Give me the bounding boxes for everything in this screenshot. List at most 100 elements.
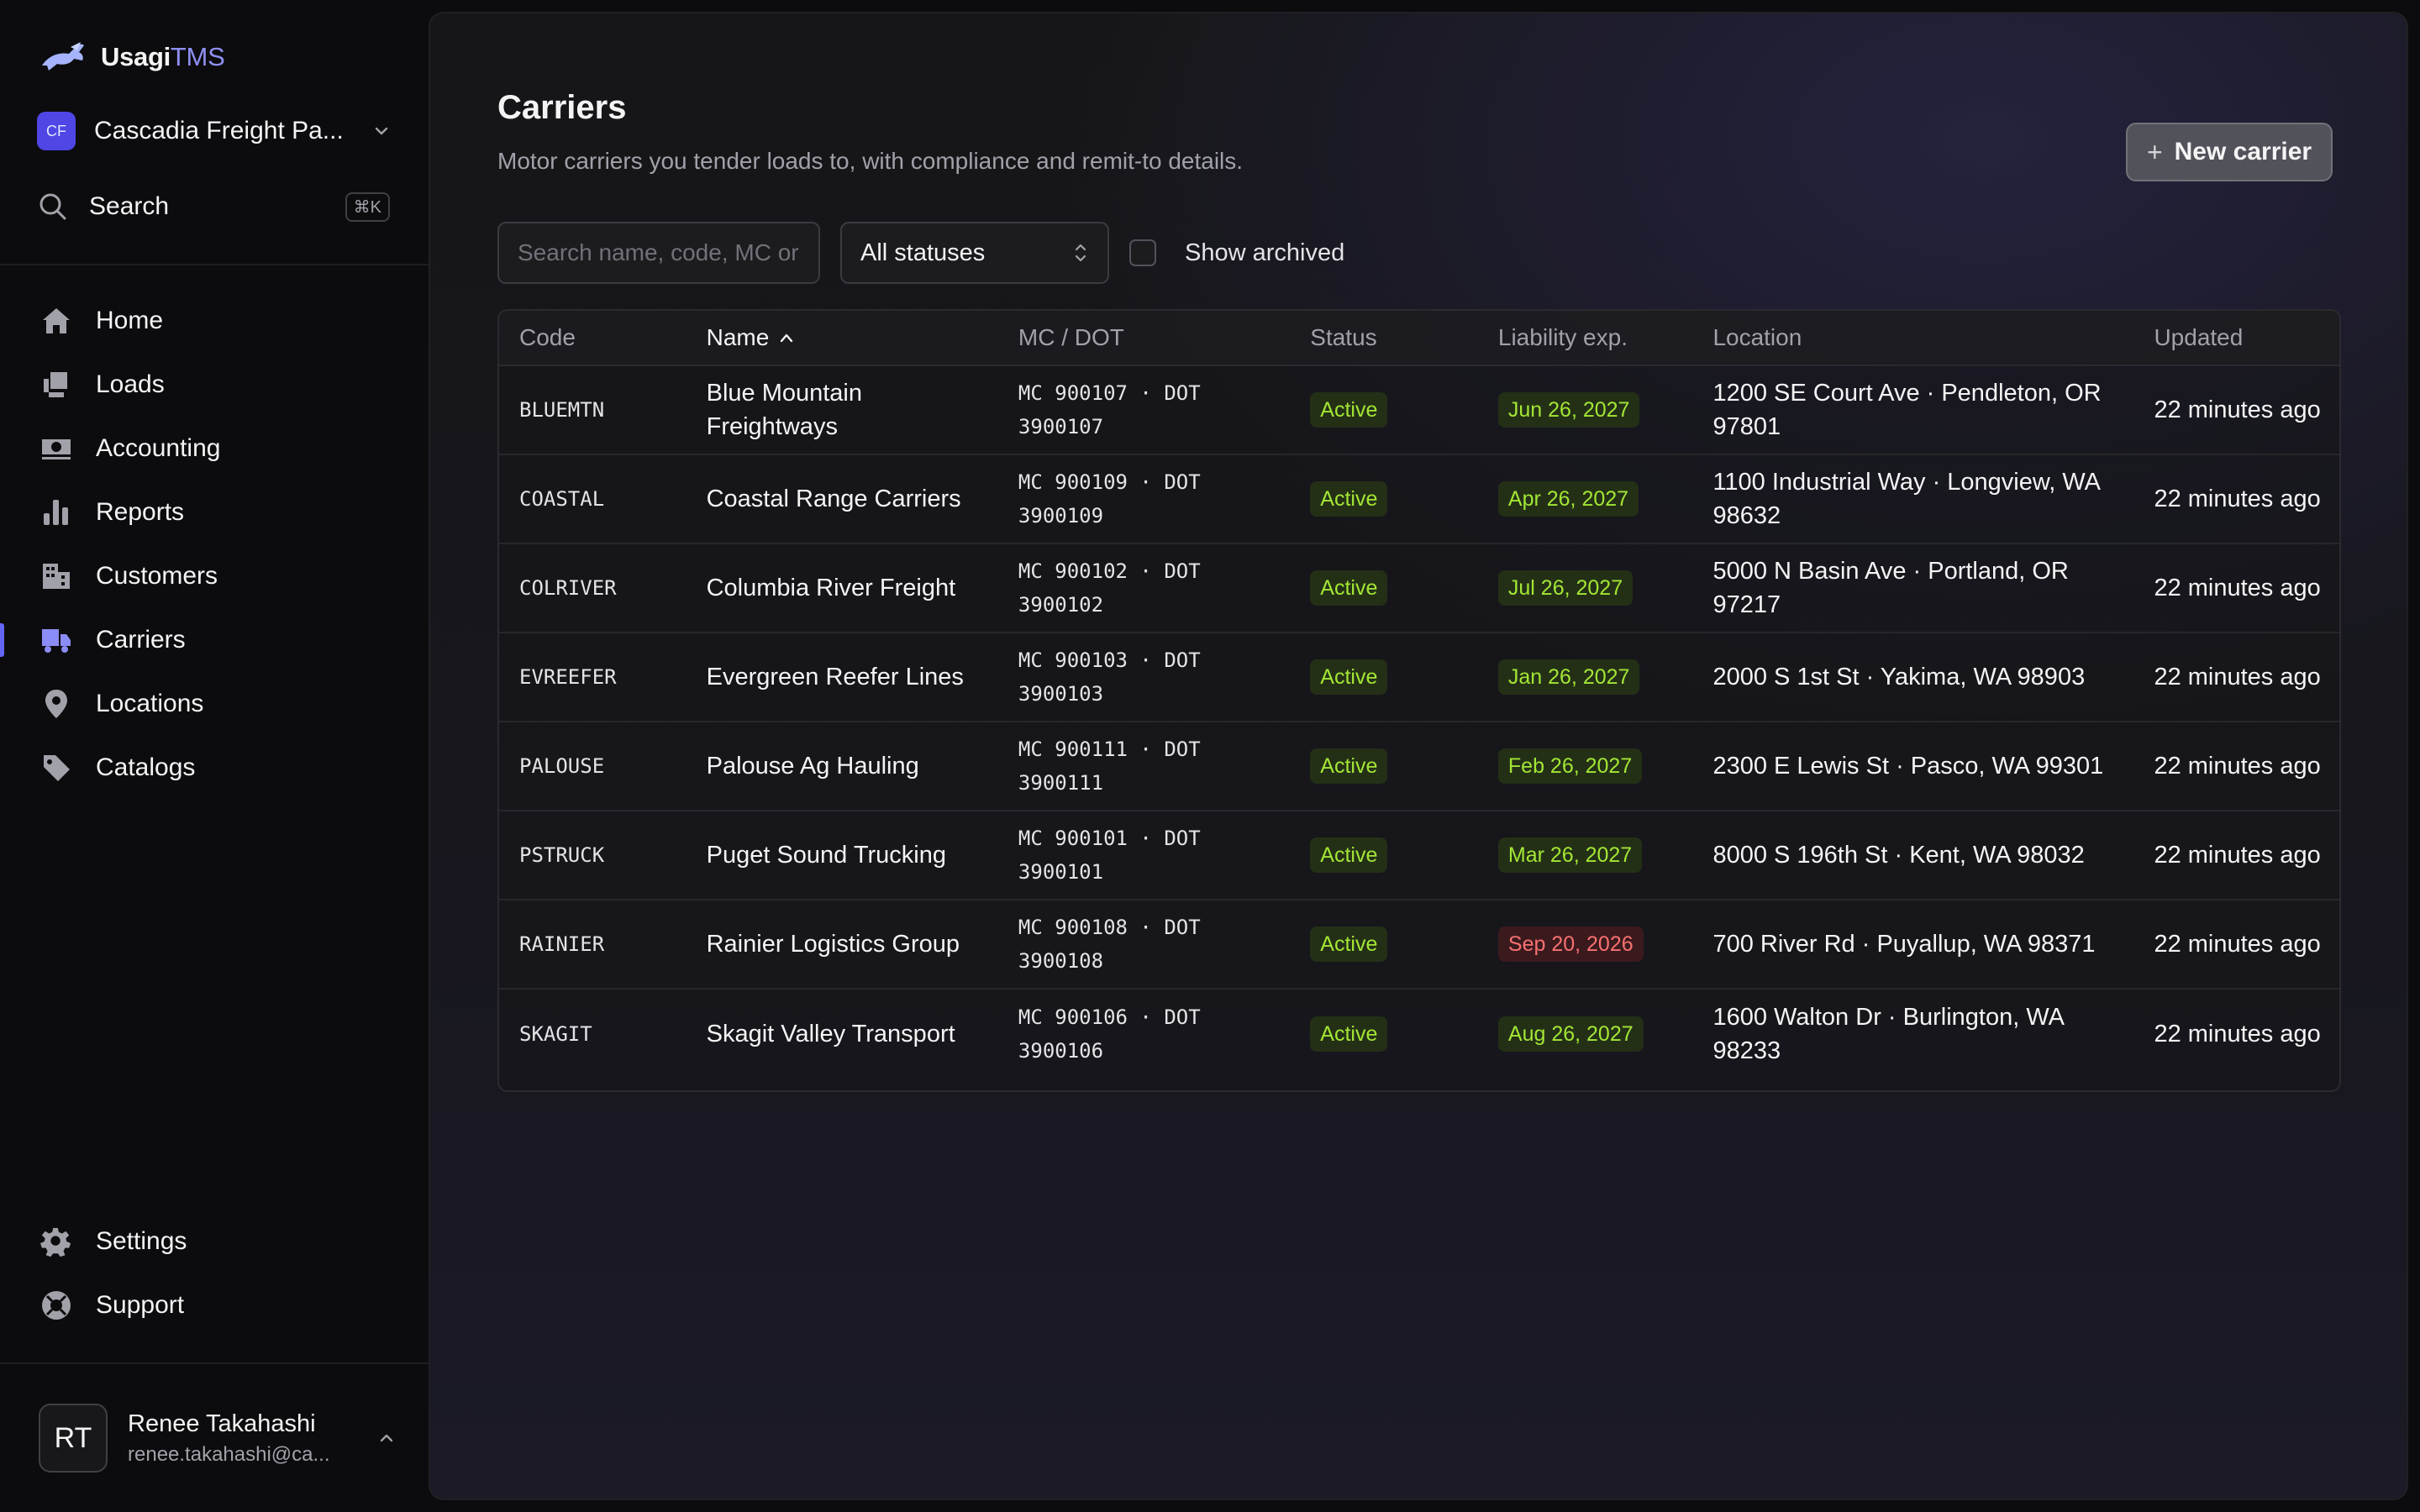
sidebar-search[interactable]: Search ⌘K	[37, 183, 390, 230]
sidebar-item-customers[interactable]: Customers	[0, 544, 429, 608]
carrier-location: 1600 Walton Dr · Burlington, WA 98233	[1712, 1004, 2064, 1064]
bottom-nav: Settings Support	[0, 1210, 429, 1337]
liability-expiry-badge: Jun 26, 2027	[1497, 392, 1640, 428]
gear-icon	[40, 1227, 71, 1257]
liability-expiry-badge: Jul 26, 2027	[1497, 570, 1634, 606]
status-badge: Active	[1310, 570, 1388, 606]
main-panel: Carriers Motor carriers you tender loads…	[429, 12, 2408, 1500]
liability-cell: Jul 26, 2027	[1478, 570, 1693, 606]
sidebar-item-settings[interactable]: Settings	[0, 1210, 429, 1273]
carrier-location: 1200 SE Court Ave · Pendleton, OR 97801	[1712, 380, 2102, 440]
sidebar-item-carriers[interactable]: Carriers	[0, 608, 429, 672]
mc-number: MC 900101 · DOT	[1018, 827, 1201, 850]
locations-icon	[45, 690, 67, 718]
updated-time: 22 minutes ago	[2154, 575, 2321, 601]
mc-number: MC 900106 · DOT	[1018, 1005, 1201, 1029]
status-cell: Active	[1290, 659, 1478, 695]
brand-logo[interactable]: UsagiTMS	[40, 37, 225, 77]
table-row[interactable]: EVREEFER Evergreen Reefer Lines MC 90010…	[499, 633, 2339, 722]
carrier-mc-dot: MC 900106 · DOT 3900106	[998, 1000, 1290, 1068]
rabbit-logo-icon	[42, 42, 84, 71]
carrier-location: 1100 Industrial Way · Longview, WA 98632	[1712, 469, 2100, 529]
carrier-name: Blue Mountain Freightways	[706, 380, 863, 440]
status-filter-select[interactable]: All statuses	[840, 222, 1109, 284]
table-row[interactable]: PSTRUCK Puget Sound Trucking MC 900101 ·…	[499, 811, 2339, 900]
status-cell: Active	[1290, 837, 1478, 873]
support-icon	[42, 1291, 71, 1320]
sidebar-item-label: Locations	[96, 690, 204, 717]
liability-cell: Feb 26, 2027	[1478, 748, 1693, 784]
carrier-location: 2300 E Lewis St · Pasco, WA 99301	[1712, 753, 2104, 780]
sidebar-item-reports[interactable]: Reports	[0, 480, 429, 544]
carrier-code: EVREEFER	[519, 665, 617, 689]
sidebar-item-label: Reports	[96, 498, 185, 526]
carrier-mc-dot: MC 900108 · DOT 3900108	[998, 911, 1290, 978]
mc-number: MC 900111 · DOT	[1018, 738, 1201, 761]
column-header-status[interactable]: Status	[1310, 324, 1377, 350]
sidebar-item-accounting[interactable]: Accounting	[0, 417, 429, 480]
sidebar-item-label: Carriers	[96, 626, 186, 654]
liability-cell: Sep 20, 2026	[1478, 927, 1693, 962]
column-header-liability[interactable]: Liability exp.	[1497, 324, 1628, 350]
carrier-mc-dot: MC 900107 · DOT 3900107	[998, 376, 1290, 444]
carrier-name: Columbia River Freight	[706, 575, 956, 601]
status-cell: Active	[1290, 748, 1478, 784]
status-cell: Active	[1290, 1016, 1478, 1052]
column-header-name[interactable]: Name	[687, 324, 998, 351]
carrier-name: Evergreen Reefer Lines	[706, 664, 964, 690]
column-header-updated[interactable]: Updated	[2154, 324, 2244, 350]
sidebar-item-locations[interactable]: Locations	[0, 672, 429, 736]
status-badge: Active	[1310, 748, 1388, 784]
status-cell: Active	[1290, 570, 1478, 606]
sidebar: UsagiTMS CF Cascadia Freight Pa... Searc…	[0, 0, 429, 1512]
table-row[interactable]: SKAGIT Skagit Valley Transport MC 900106…	[499, 990, 2339, 1079]
updated-time: 22 minutes ago	[2154, 396, 2321, 423]
accounting-icon	[42, 439, 71, 459]
carrier-code: RAINIER	[519, 932, 605, 956]
mc-number: MC 900102 · DOT	[1018, 559, 1201, 583]
catalogs-icon	[44, 755, 70, 781]
show-archived-label[interactable]: Show archived	[1185, 239, 1345, 266]
liability-cell: Aug 26, 2027	[1478, 1016, 1693, 1052]
chevron-down-icon	[375, 127, 388, 135]
new-carrier-button[interactable]: + New carrier	[2126, 123, 2333, 181]
organization-switcher[interactable]: CF Cascadia Freight Pa...	[37, 108, 390, 155]
carrier-code: COLRIVER	[519, 576, 617, 600]
updated-time: 22 minutes ago	[2154, 931, 2321, 958]
carrier-code: SKAGIT	[519, 1022, 592, 1046]
table-row[interactable]: BLUEMTN Blue Mountain Freightways MC 900…	[499, 366, 2339, 455]
dot-number: 3900103	[1018, 682, 1104, 706]
reports-icon	[44, 500, 68, 525]
carrier-code: PALOUSE	[519, 754, 605, 778]
carrier-mc-dot: MC 900109 · DOT 3900109	[998, 465, 1290, 533]
liability-expiry-badge: Jan 26, 2027	[1497, 659, 1640, 695]
sidebar-search-label: Search	[89, 192, 170, 220]
sidebar-item-support[interactable]: Support	[0, 1273, 429, 1337]
column-header-mc-dot[interactable]: MC / DOT	[1018, 324, 1124, 350]
carriers-icon	[42, 629, 71, 653]
dot-number: 3900102	[1018, 593, 1104, 617]
column-header-location[interactable]: Location	[1712, 324, 1802, 350]
customers-icon	[43, 564, 70, 589]
sidebar-item-home[interactable]: Home	[0, 289, 429, 353]
chevron-up-icon	[380, 1434, 393, 1442]
status-filter-value: All statuses	[860, 239, 986, 266]
carrier-mc-dot: MC 900102 · DOT 3900102	[998, 554, 1290, 622]
plus-icon: +	[2146, 137, 2163, 167]
liability-expiry-badge: Sep 20, 2026	[1497, 927, 1644, 962]
carrier-code: COASTAL	[519, 487, 605, 511]
status-cell: Active	[1290, 927, 1478, 962]
column-header-code[interactable]: Code	[519, 324, 576, 350]
sidebar-item-loads[interactable]: Loads	[0, 353, 429, 417]
table-row[interactable]: COASTAL Coastal Range Carriers MC 900109…	[499, 455, 2339, 544]
user-menu[interactable]: RT Renee Takahashi renee.takahashi@ca...	[39, 1403, 395, 1473]
table-row[interactable]: RAINIER Rainier Logistics Group MC 90010…	[499, 900, 2339, 990]
brand-name: UsagiTMS	[101, 42, 225, 71]
show-archived-checkbox[interactable]	[1129, 239, 1156, 266]
table-row[interactable]: PALOUSE Palouse Ag Hauling MC 900111 · D…	[499, 722, 2339, 811]
liability-cell: Mar 26, 2027	[1478, 837, 1693, 873]
liability-expiry-badge: Feb 26, 2027	[1497, 748, 1643, 784]
sidebar-item-catalogs[interactable]: Catalogs	[0, 736, 429, 800]
table-row[interactable]: COLRIVER Columbia River Freight MC 90010…	[499, 544, 2339, 633]
carrier-search-input[interactable]	[497, 222, 820, 284]
